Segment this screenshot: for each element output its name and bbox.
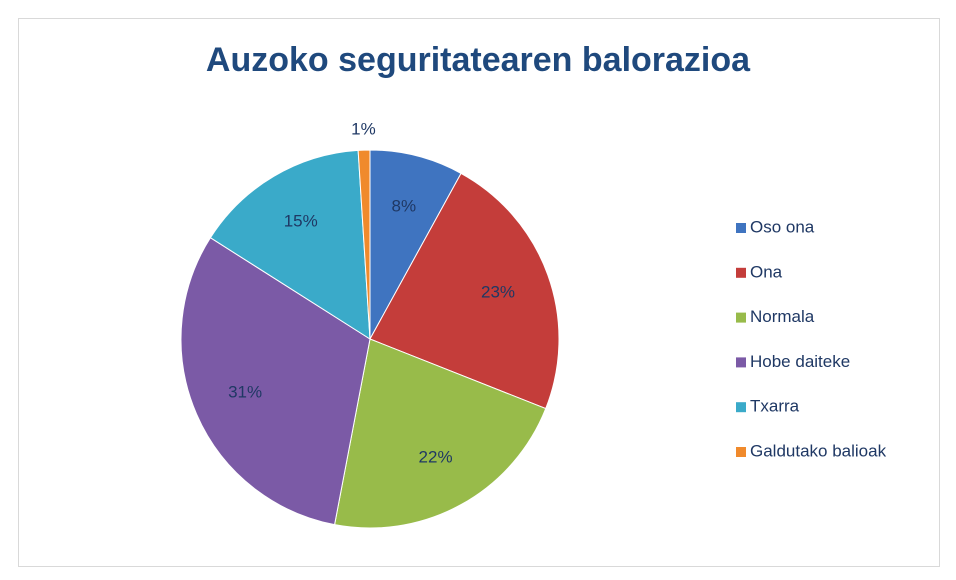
pie-slice — [369, 172, 560, 410]
pie-slice — [334, 338, 547, 529]
legend-swatch — [736, 357, 746, 368]
pie-slice — [357, 149, 371, 340]
legend-label: Txarra — [750, 397, 800, 416]
legend-label: Galdutako balioak — [750, 441, 887, 460]
data-label: 23% — [481, 282, 515, 301]
legend-swatch — [736, 223, 746, 233]
legend-swatch — [736, 267, 746, 278]
legend-label: Normala — [750, 307, 815, 326]
pie-slice — [369, 149, 462, 340]
legend-label: Hobe daiteke — [750, 352, 850, 371]
data-label: 31% — [228, 383, 262, 402]
pie-slice — [209, 149, 371, 340]
legend-swatch — [736, 402, 746, 413]
data-label: 8% — [392, 197, 417, 216]
legend-label: Oso ona — [750, 217, 815, 236]
data-label: 15% — [284, 211, 318, 230]
data-label: 22% — [419, 448, 453, 467]
legend-swatch — [736, 312, 746, 323]
chart-title: Auzoko seguritatearen balorazioa — [206, 41, 751, 79]
legend-label: Ona — [750, 262, 783, 281]
legend-swatch — [736, 447, 746, 457]
data-label: 1% — [351, 120, 376, 139]
